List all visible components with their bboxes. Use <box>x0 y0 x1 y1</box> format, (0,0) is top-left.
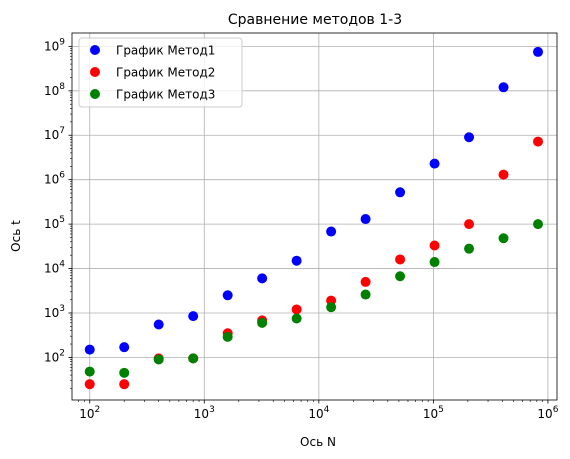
legend-marker <box>90 89 100 99</box>
legend-marker <box>90 67 100 77</box>
y-tick-label: 106 <box>44 171 65 187</box>
data-point-series-3 <box>464 243 475 254</box>
legend-label: График Метод2 <box>116 66 215 80</box>
chart-title: Сравнение методов 1-3 <box>228 12 402 28</box>
legend-box <box>78 37 243 108</box>
plot-frame <box>71 32 558 401</box>
y-tick-label: 104 <box>44 260 65 276</box>
data-point-series-3 <box>188 353 199 364</box>
data-point-series-1 <box>533 46 544 57</box>
data-point-series-3 <box>429 257 440 268</box>
data-point-series-2 <box>84 379 95 390</box>
y-tick-label: 105 <box>44 215 65 231</box>
data-point-series-3 <box>257 317 268 328</box>
data-point-series-1 <box>119 342 130 353</box>
legend-label: График Метод3 <box>116 88 215 102</box>
x-tick-label: 106 <box>537 405 558 421</box>
data-point-series-2 <box>429 240 440 251</box>
y-axis-label: Ось t <box>9 220 23 252</box>
data-point-series-3 <box>222 331 233 342</box>
y-tick-label: 103 <box>44 304 65 320</box>
legend: График Метод1 График Метод2 График Метод3 <box>78 37 243 108</box>
y-tick-label: 109 <box>44 37 65 53</box>
data-point-series-1 <box>153 319 164 330</box>
data-point-series-1 <box>84 344 95 355</box>
data-point-series-2 <box>291 304 302 315</box>
data-point-series-1 <box>395 187 406 198</box>
data-point-series-1 <box>257 273 268 284</box>
data-point-series-1 <box>498 82 509 93</box>
x-tick-label: 104 <box>308 405 329 421</box>
data-point-series-2 <box>464 219 475 230</box>
data-point-series-2 <box>395 254 406 265</box>
legend-marker <box>90 45 100 55</box>
data-point-series-2 <box>119 379 130 390</box>
y-tick-label: 102 <box>44 348 65 364</box>
data-point-series-3 <box>291 313 302 324</box>
data-point-series-3 <box>119 367 130 378</box>
y-tick-label: 108 <box>44 82 65 98</box>
data-point-series-1 <box>188 311 199 322</box>
data-point-series-1 <box>360 214 371 225</box>
axis-ticks: 102 103 104 105 106 102 103 104 105 106 107 108 109 <box>44 37 559 421</box>
data-points <box>84 46 544 390</box>
y-tick-label: 107 <box>44 126 65 142</box>
x-tick-label: 102 <box>79 405 100 421</box>
data-point-series-3 <box>360 289 371 300</box>
data-point-series-3 <box>326 302 337 313</box>
data-point-series-3 <box>395 271 406 282</box>
data-point-series-2 <box>498 169 509 180</box>
legend-label: График Метод1 <box>116 44 215 58</box>
data-point-series-1 <box>464 132 475 143</box>
data-point-series-1 <box>222 290 233 301</box>
data-point-series-1 <box>326 226 337 237</box>
data-point-series-3 <box>533 219 544 230</box>
x-axis-label: Ось N <box>300 435 336 449</box>
data-point-series-2 <box>360 276 371 287</box>
x-tick-label: 105 <box>423 405 444 421</box>
data-point-series-1 <box>429 158 440 169</box>
data-point-series-3 <box>498 233 509 244</box>
data-point-series-1 <box>291 255 302 266</box>
data-point-series-3 <box>84 366 95 377</box>
x-tick-label: 103 <box>194 405 215 421</box>
data-point-series-2 <box>533 136 544 147</box>
data-point-series-3 <box>153 354 164 365</box>
